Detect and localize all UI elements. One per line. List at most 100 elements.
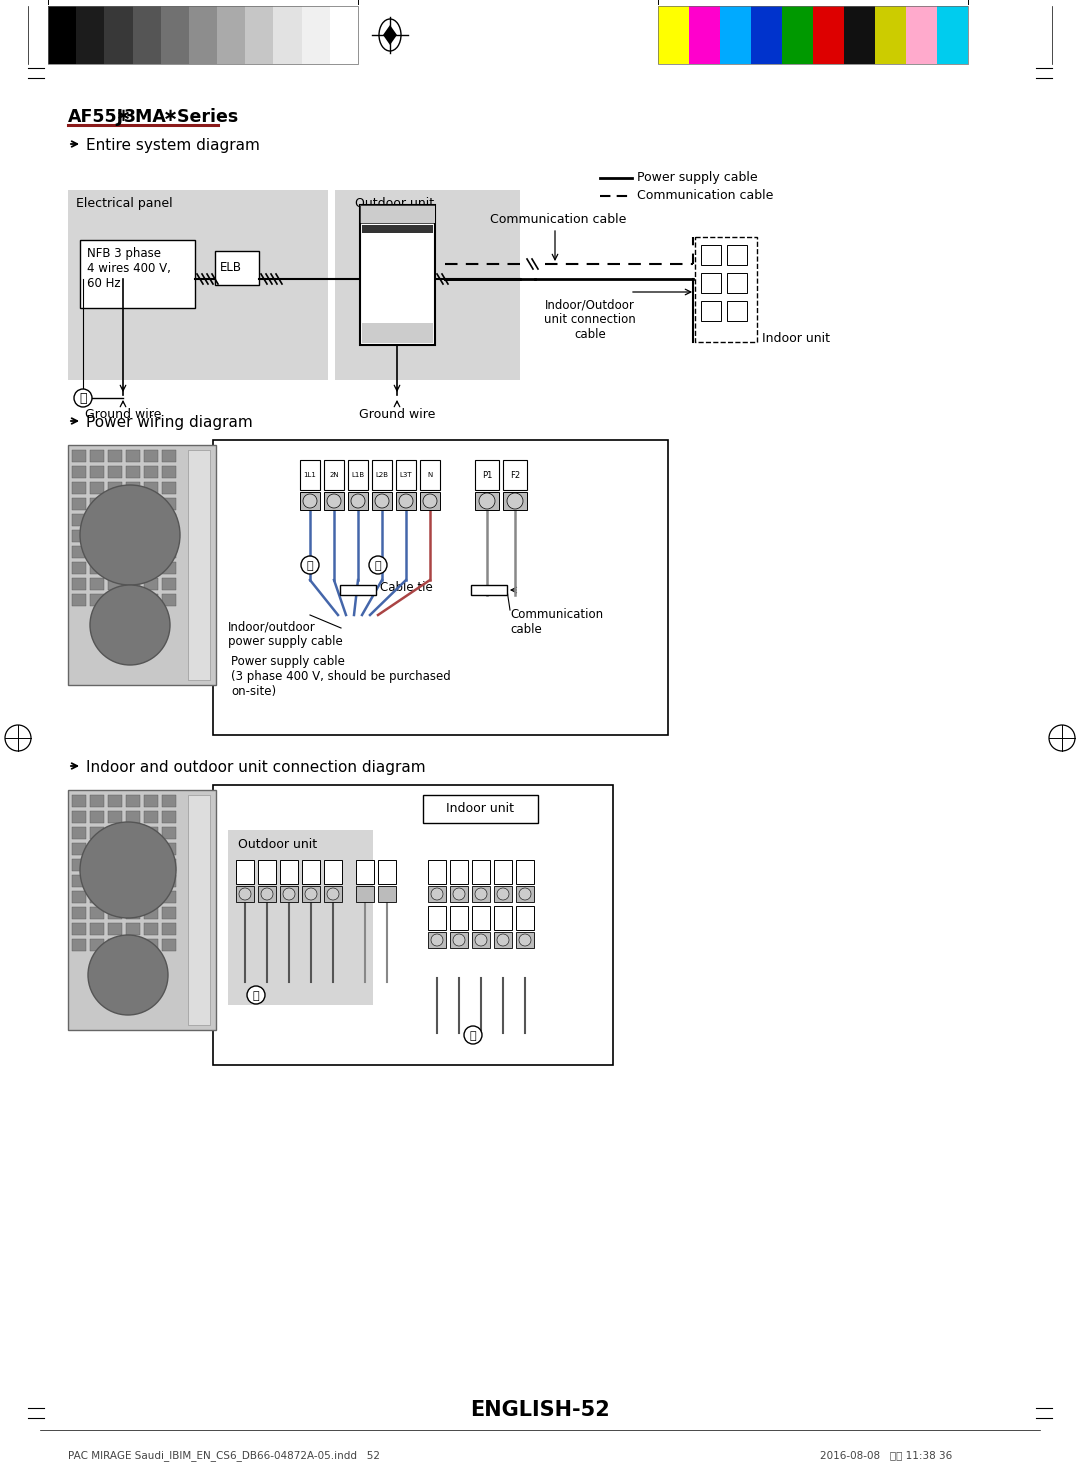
Bar xyxy=(813,6,843,63)
Bar xyxy=(72,562,86,574)
Bar xyxy=(72,483,86,494)
Bar xyxy=(126,593,140,607)
Bar xyxy=(108,530,122,542)
Bar xyxy=(144,514,158,525)
Bar xyxy=(720,6,751,63)
Bar xyxy=(258,861,276,884)
Bar xyxy=(378,886,396,902)
Text: 2N: 2N xyxy=(329,472,339,478)
Bar xyxy=(126,562,140,574)
Text: L1B: L1B xyxy=(351,472,365,478)
Bar xyxy=(90,843,104,855)
Text: Outdoor unit: Outdoor unit xyxy=(355,196,434,210)
Bar xyxy=(144,483,158,494)
Circle shape xyxy=(87,934,168,1015)
Bar xyxy=(237,886,254,902)
Bar xyxy=(90,593,104,607)
Text: L3T: L3T xyxy=(400,472,413,478)
Bar xyxy=(72,514,86,525)
Text: AF55J: AF55J xyxy=(68,108,124,125)
Bar xyxy=(228,830,373,1005)
Circle shape xyxy=(247,986,265,1004)
Text: Series: Series xyxy=(171,108,239,125)
Bar xyxy=(126,827,140,838)
Bar xyxy=(273,6,301,63)
Bar xyxy=(90,892,104,903)
Bar xyxy=(302,886,320,902)
Text: 2016-08-08   오전 11:38 36: 2016-08-08 오전 11:38 36 xyxy=(820,1449,953,1460)
Bar xyxy=(188,796,210,1024)
Bar xyxy=(362,323,433,342)
Bar xyxy=(300,492,320,511)
Bar xyxy=(237,861,254,884)
Bar xyxy=(162,546,176,558)
Circle shape xyxy=(497,934,509,946)
Bar xyxy=(90,810,104,824)
Circle shape xyxy=(327,494,341,508)
Circle shape xyxy=(453,889,465,900)
Bar xyxy=(450,861,468,884)
Bar xyxy=(108,843,122,855)
Circle shape xyxy=(369,556,387,574)
Bar xyxy=(162,579,176,590)
Bar xyxy=(843,6,875,63)
Bar xyxy=(144,466,158,478)
Bar xyxy=(161,6,189,63)
Circle shape xyxy=(519,934,531,946)
Bar xyxy=(144,562,158,574)
Circle shape xyxy=(423,494,437,508)
Text: Power supply cable: Power supply cable xyxy=(637,171,758,184)
Bar xyxy=(144,843,158,855)
Circle shape xyxy=(519,889,531,900)
Bar xyxy=(372,492,392,511)
Bar xyxy=(727,273,747,294)
Text: Entire system diagram: Entire system diagram xyxy=(86,137,260,154)
Bar xyxy=(72,810,86,824)
Bar xyxy=(494,886,512,902)
Bar xyxy=(126,892,140,903)
Bar xyxy=(324,492,345,511)
Bar xyxy=(340,584,376,595)
Bar xyxy=(144,593,158,607)
Bar xyxy=(472,931,490,948)
Bar xyxy=(324,861,342,884)
Bar xyxy=(48,6,357,63)
Text: Indoor/outdoor
power supply cable: Indoor/outdoor power supply cable xyxy=(228,620,342,648)
Text: Ground wire: Ground wire xyxy=(85,407,161,421)
Bar xyxy=(90,562,104,574)
Circle shape xyxy=(497,889,509,900)
Bar xyxy=(348,492,368,511)
Bar xyxy=(162,843,176,855)
Circle shape xyxy=(431,934,443,946)
Bar xyxy=(144,530,158,542)
Text: ∗: ∗ xyxy=(163,106,178,125)
Bar xyxy=(423,796,538,824)
Bar xyxy=(108,796,122,807)
Bar xyxy=(144,579,158,590)
Bar xyxy=(144,939,158,951)
Bar xyxy=(90,450,104,462)
Circle shape xyxy=(375,494,389,508)
Bar xyxy=(472,906,490,930)
Bar xyxy=(213,440,669,735)
Bar xyxy=(72,892,86,903)
Bar xyxy=(906,6,937,63)
Bar xyxy=(126,450,140,462)
Bar xyxy=(258,886,276,902)
Circle shape xyxy=(464,1026,482,1044)
Bar xyxy=(90,514,104,525)
Bar xyxy=(90,827,104,838)
Bar xyxy=(133,6,161,63)
Bar xyxy=(782,6,813,63)
Text: ⏚: ⏚ xyxy=(375,561,381,571)
Bar xyxy=(77,6,105,63)
Bar xyxy=(126,875,140,887)
Text: ⏚: ⏚ xyxy=(470,1032,476,1041)
Bar xyxy=(80,241,195,308)
Bar xyxy=(516,931,534,948)
Circle shape xyxy=(399,494,413,508)
Text: ⏚: ⏚ xyxy=(79,393,86,406)
Bar xyxy=(126,906,140,920)
Bar xyxy=(324,886,342,902)
Bar xyxy=(162,892,176,903)
